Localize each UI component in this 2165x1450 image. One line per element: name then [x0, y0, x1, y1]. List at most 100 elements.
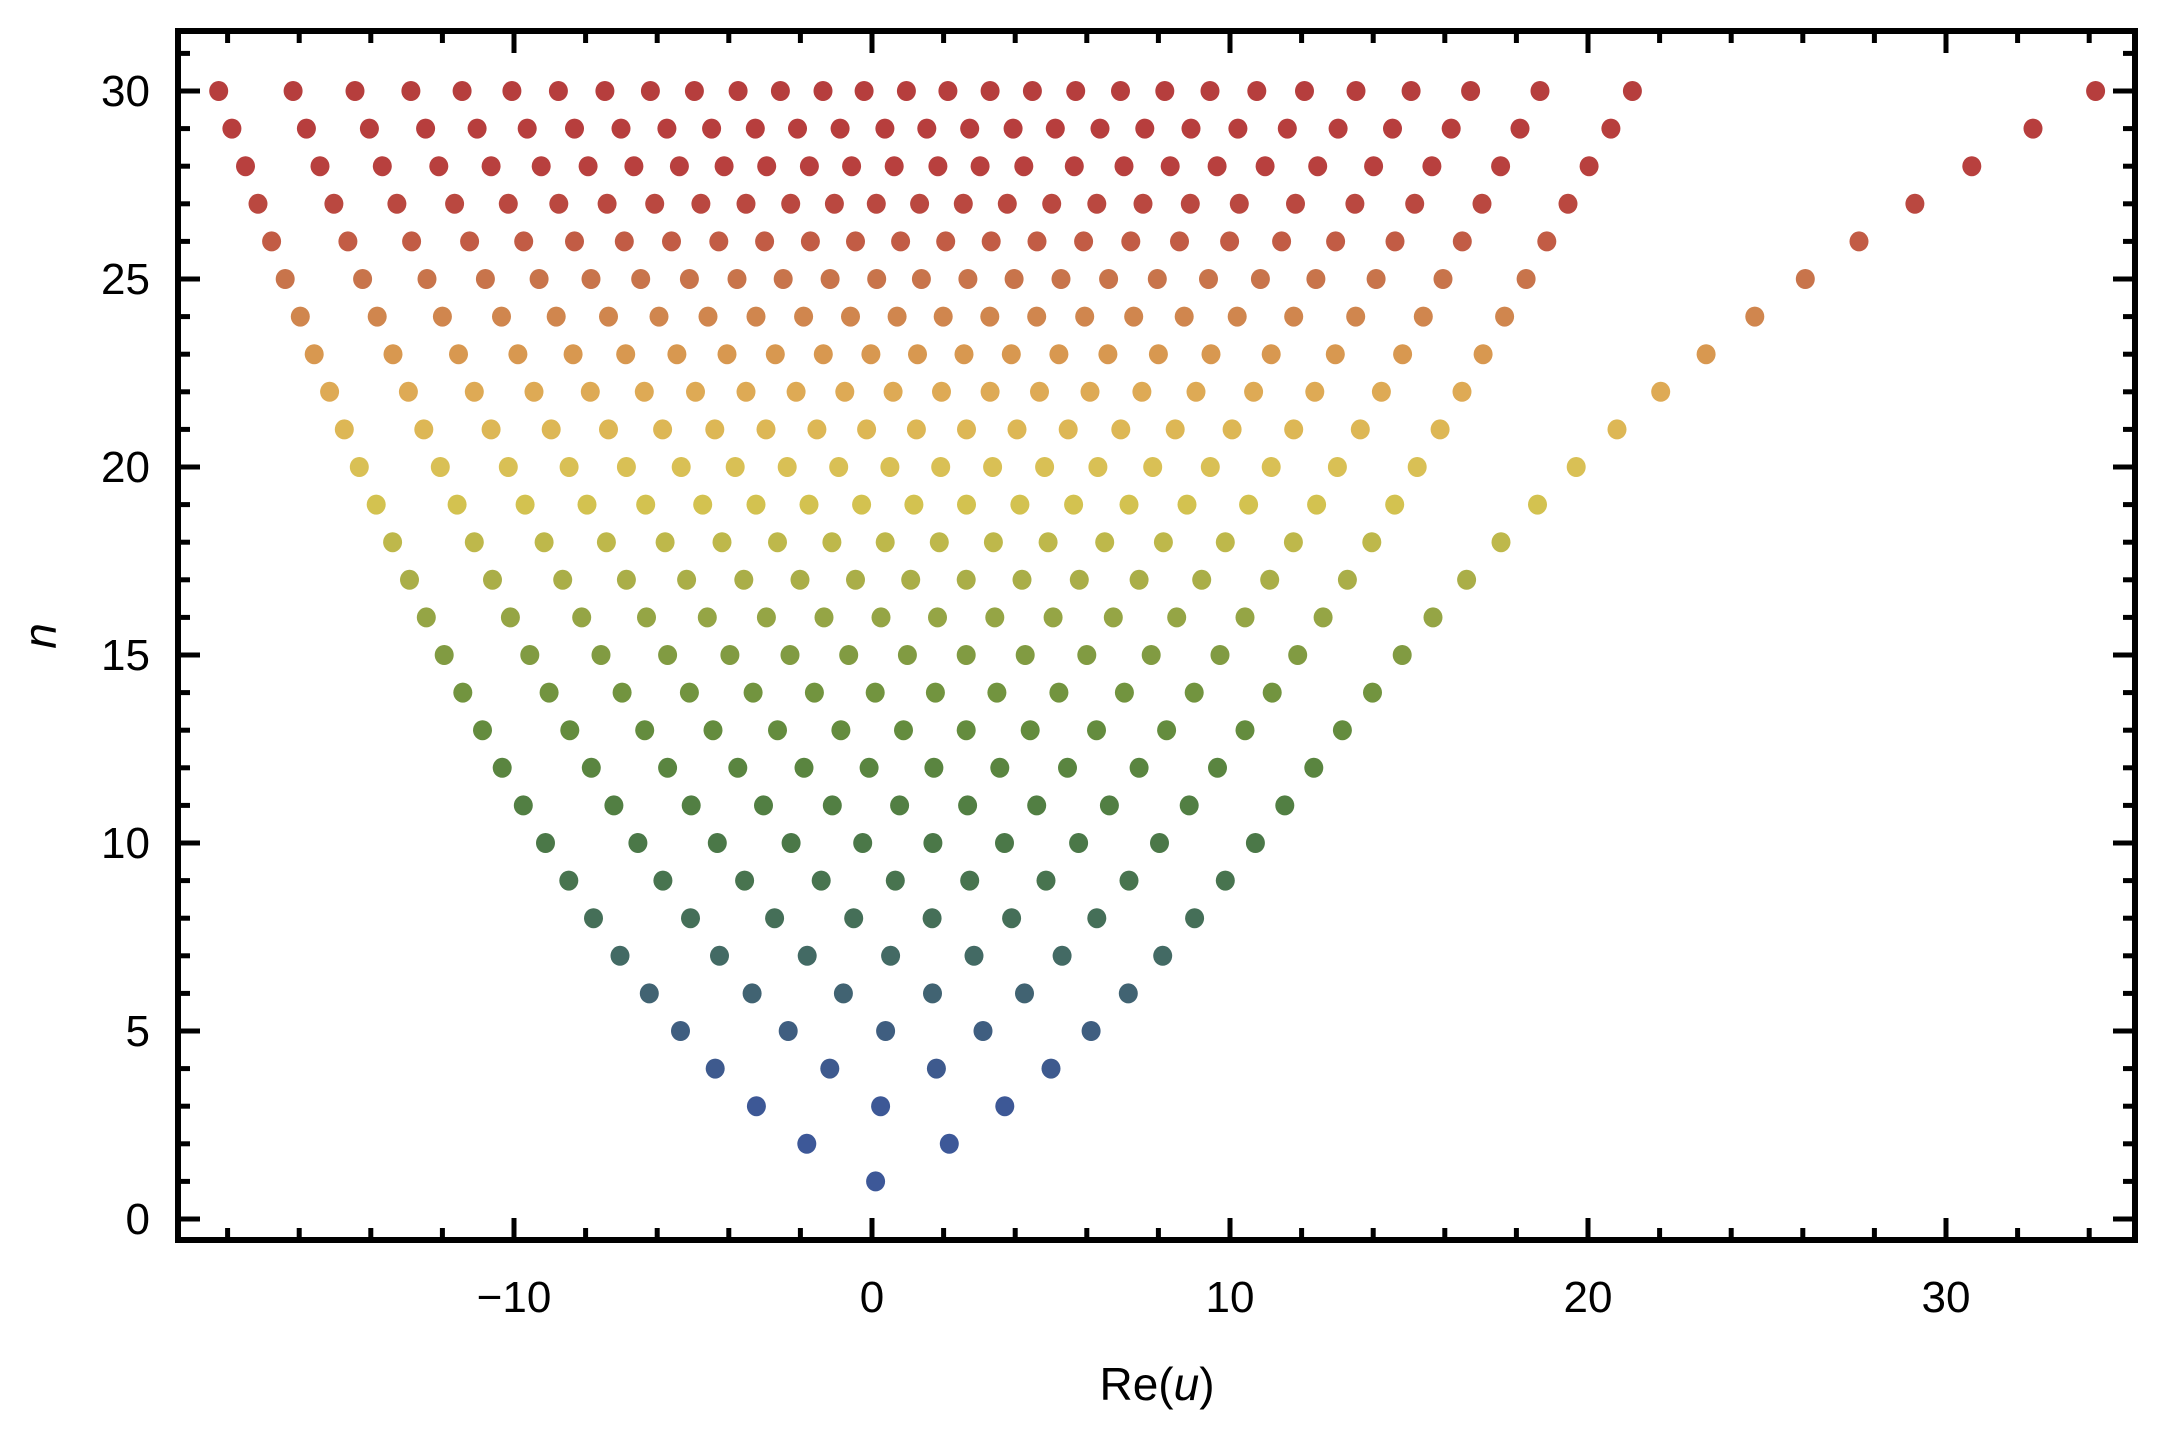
data-point [1201, 344, 1221, 365]
data-point [1074, 231, 1094, 252]
data-point [1111, 419, 1131, 440]
data-point [981, 231, 1001, 252]
data-point [1143, 457, 1163, 477]
data-point [778, 1021, 798, 1041]
data-point [1098, 344, 1118, 365]
data-point [933, 306, 953, 327]
data-point [1132, 381, 1152, 402]
data-point [958, 269, 978, 289]
data-point [1566, 457, 1586, 477]
data-point [1288, 645, 1308, 665]
data-point [1277, 118, 1297, 139]
data-point [1262, 682, 1282, 703]
data-point [520, 645, 540, 665]
data-point [679, 682, 699, 703]
data-point [1306, 269, 1326, 289]
data-point [679, 269, 699, 289]
data-point [693, 494, 713, 515]
data-point [429, 156, 449, 177]
series-n-21 [334, 419, 1627, 440]
data-point [1192, 569, 1212, 590]
data-point [324, 193, 344, 214]
data-point [464, 381, 484, 402]
series-n-28 [236, 156, 1982, 177]
data-point [1239, 494, 1259, 515]
data-point [839, 645, 859, 665]
data-point [222, 118, 242, 139]
data-point [1284, 419, 1304, 440]
data-point [1305, 381, 1325, 402]
data-point [929, 532, 949, 553]
plot-frame [175, 28, 2138, 1243]
data-point [1004, 269, 1024, 289]
data-point [1186, 381, 1206, 402]
data-point [1407, 457, 1427, 477]
series-n-11 [513, 795, 1295, 816]
data-point [707, 833, 727, 853]
data-point [781, 833, 801, 853]
data-point [1215, 532, 1235, 553]
data-point [1099, 795, 1119, 816]
data-point [936, 231, 956, 252]
series-n-5 [671, 1021, 1101, 1041]
data-point [908, 344, 927, 365]
data-point [1170, 231, 1189, 252]
data-point [910, 193, 930, 214]
data-point [1261, 457, 1281, 477]
data-point [1027, 795, 1047, 816]
data-point [1087, 720, 1106, 741]
data-point [1155, 81, 1175, 101]
data-point [432, 306, 452, 327]
data-point [1015, 645, 1035, 665]
data-point [1537, 231, 1557, 252]
data-point [481, 156, 501, 177]
data-point [924, 757, 944, 778]
data-point [671, 457, 691, 477]
data-point [1304, 757, 1324, 778]
data-point [960, 118, 980, 139]
data-point [1049, 344, 1069, 365]
data-point [1038, 532, 1058, 553]
data-point [871, 607, 891, 628]
data-point [398, 381, 418, 402]
data-point [686, 381, 705, 402]
data-point [990, 757, 1010, 778]
data-point [1199, 269, 1218, 289]
data-point [746, 494, 766, 515]
data-point [515, 494, 535, 515]
data-point [835, 381, 855, 402]
data-point [1495, 306, 1515, 327]
series-n-7 [610, 945, 1173, 966]
data-point [780, 645, 800, 665]
series-n-2 [797, 1133, 959, 1154]
data-point [657, 118, 677, 139]
data-point [1393, 344, 1413, 365]
data-point [483, 569, 502, 590]
data-point [871, 1096, 891, 1117]
data-point [591, 645, 611, 665]
data-point [1423, 607, 1443, 628]
data-point [1328, 118, 1348, 139]
data-point [417, 269, 437, 289]
data-point [861, 344, 881, 365]
data-point [578, 156, 598, 177]
data-point [1250, 269, 1270, 289]
data-point [1283, 532, 1303, 553]
data-point [577, 494, 597, 515]
data-point [430, 457, 450, 477]
data-point [445, 193, 465, 214]
data-point [1165, 419, 1185, 440]
data-point [820, 1058, 840, 1079]
series-n-3 [746, 1096, 1015, 1117]
data-point [768, 720, 787, 741]
data-point [894, 720, 913, 741]
data-point [956, 569, 976, 590]
data-point [1337, 569, 1357, 590]
data-point [599, 419, 618, 440]
data-point [275, 269, 295, 289]
data-point [1207, 156, 1227, 177]
data-point [500, 607, 520, 628]
data-point [248, 193, 268, 214]
series-n-8 [584, 908, 1205, 929]
data-point [881, 945, 901, 966]
